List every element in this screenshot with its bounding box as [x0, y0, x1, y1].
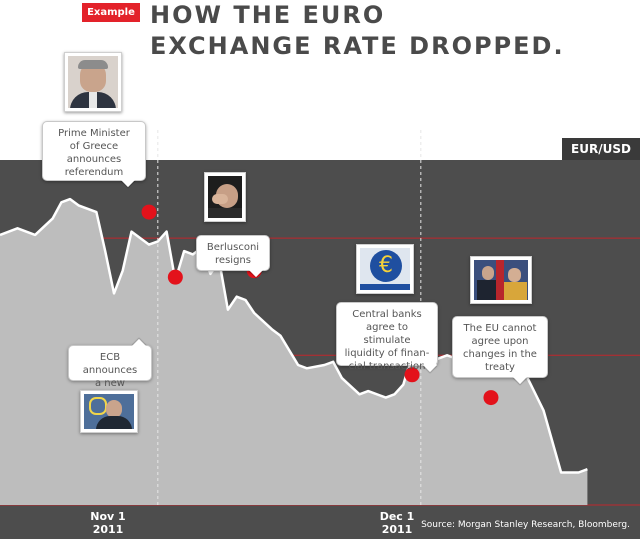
euro-logo-photo: € [356, 244, 414, 294]
x-tick-label-nov: Nov 1 2011 [78, 510, 138, 536]
event-callout-central-banks: Central banks agree to stimulate liquidi… [336, 302, 438, 372]
event-callout-berlusconi: Berlusconi resigns [196, 235, 270, 271]
event-marker [167, 269, 183, 285]
callout-line: Central banks [352, 309, 422, 320]
event-callout-referendum: Prime Minister of Greece announces refer… [42, 121, 146, 181]
callout-line: resigns [215, 255, 251, 266]
callout-line: treaty [485, 362, 515, 373]
event-callout-eu-treaty: The EU cannot agree upon changes in the … [452, 316, 548, 378]
event-callout-ecb-president: ECB announces a new president [68, 345, 152, 402]
callout-line: Prime Minister [58, 128, 130, 139]
title-line-2: EXCHANGE RATE DROPPED. [150, 32, 565, 60]
callout-line: agree to stimulate [363, 322, 411, 346]
x-tick-line: 2011 [381, 523, 413, 536]
callout-line: referendum [64, 167, 124, 178]
x-tick-line: Nov 1 [90, 510, 126, 523]
callout-line: changes in the [463, 349, 537, 360]
event-marker [483, 390, 499, 406]
callout-line: agree upon [471, 336, 529, 347]
page-title: HOW THE EURO EXCHANGE RATE DROPPED. [150, 0, 565, 62]
callout-line: cial transaction [348, 361, 426, 372]
exchange-rate-area [0, 199, 588, 505]
example-badge: Example [82, 3, 140, 22]
title-line-1: HOW THE EURO [150, 1, 386, 29]
callout-line: of Greece announces [66, 141, 122, 165]
berlusconi-photo [204, 172, 246, 222]
ecb-president-photo [80, 390, 138, 433]
callout-line: The EU cannot [463, 323, 537, 334]
callout-line: liquidity of finan- [344, 348, 430, 359]
event-marker [141, 204, 157, 220]
greek-prime-minister-photo [64, 52, 122, 112]
eu-leaders-photo [470, 256, 532, 304]
x-tick-line: Dec 1 [379, 510, 415, 523]
x-tick-label-dec: Dec 1 2011 [367, 510, 427, 536]
source-note: Source: Morgan Stanley Research, Bloombe… [421, 520, 630, 530]
x-tick-line: 2011 [92, 523, 124, 536]
callout-line: ECB announces [82, 352, 138, 376]
unit-label: EUR/USD [562, 138, 640, 160]
callout-line: Berlusconi [206, 242, 260, 253]
